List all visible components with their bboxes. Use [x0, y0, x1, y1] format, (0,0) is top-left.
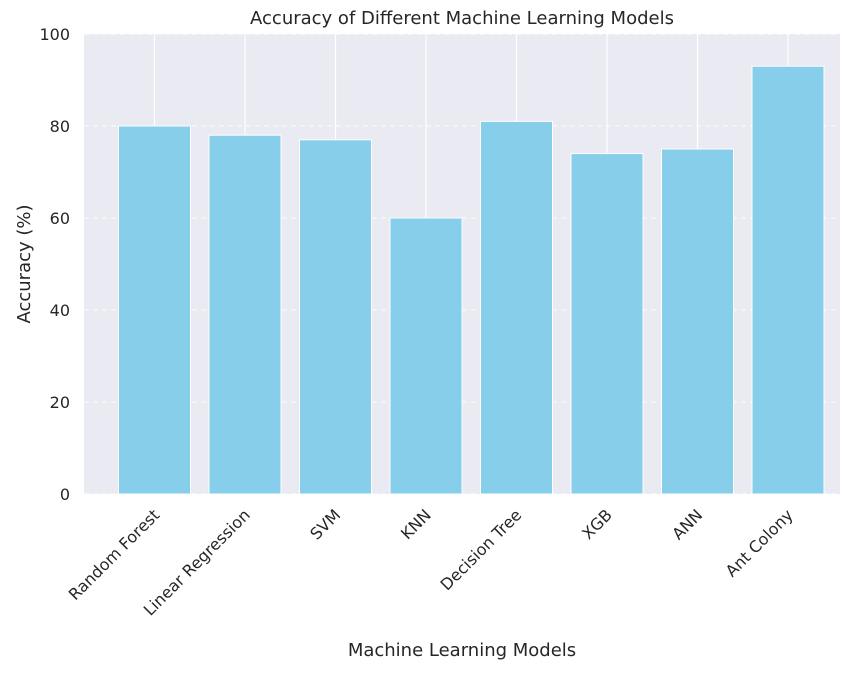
- y-axis-label: Accuracy (%): [14, 204, 35, 323]
- bar: [299, 139, 372, 495]
- y-tick-label: 20: [50, 393, 70, 412]
- x-tick-label: Decision Tree: [437, 505, 526, 594]
- x-tick-label: Random Forest: [65, 505, 164, 604]
- bar: [661, 148, 734, 495]
- y-tick-label: 100: [39, 25, 70, 44]
- bar: [480, 120, 553, 495]
- bar: [208, 134, 282, 495]
- bar: [118, 125, 191, 495]
- bar: [751, 65, 825, 495]
- y-tick-label: 40: [50, 301, 70, 320]
- x-tick-label: Ant Colony: [722, 505, 797, 580]
- bar: [389, 217, 463, 495]
- y-tick-label: 80: [50, 117, 70, 136]
- x-tick-label: ANN: [668, 505, 706, 543]
- x-axis-label: Machine Learning Models: [348, 640, 576, 661]
- y-tick-labels: 0 20 40 60 80 100: [39, 25, 70, 504]
- x-tick-label: KNN: [397, 505, 435, 543]
- x-tick-label: XGB: [578, 505, 616, 543]
- x-tick-label: SVM: [306, 505, 344, 543]
- y-tick-label: 0: [60, 485, 70, 504]
- chart-title: Accuracy of Different Machine Learning M…: [250, 8, 674, 29]
- bar: [570, 153, 644, 495]
- bars: [118, 65, 825, 495]
- y-tick-label: 60: [50, 209, 70, 228]
